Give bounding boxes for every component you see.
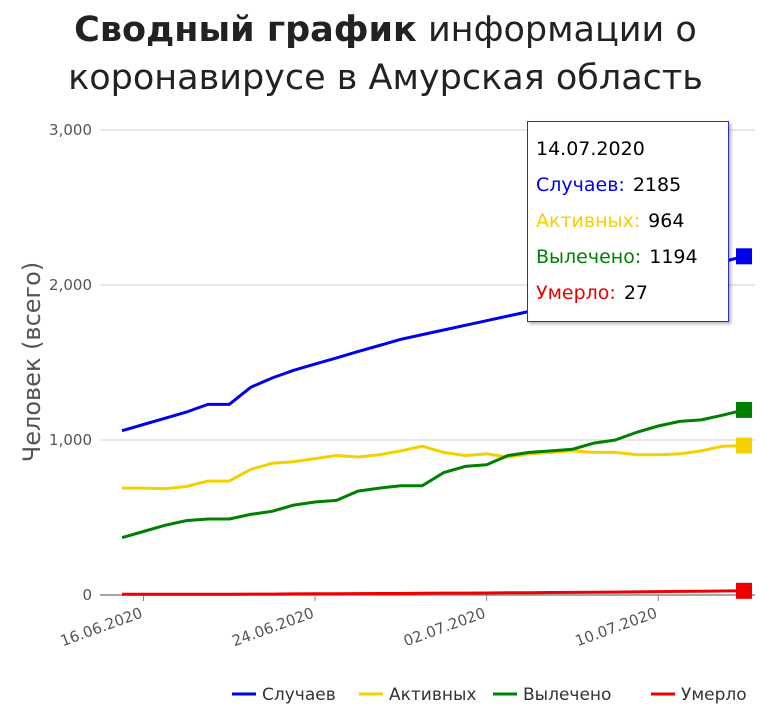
- tooltip-value-recovered: 1194: [649, 246, 698, 268]
- x-tick-label: 02.07.2020: [401, 604, 488, 650]
- tooltip-label-deaths: Умерло:: [536, 282, 616, 304]
- tooltip-row-deaths: Умерло: 27: [536, 282, 648, 304]
- tooltip-value-deaths: 27: [623, 282, 649, 304]
- series-line-3: [122, 589, 745, 596]
- series-end-marker-1: [736, 437, 752, 454]
- series-line-2: [121, 408, 745, 540]
- tooltip-label-recovered: Вылечено:: [536, 246, 642, 268]
- series-line-1: [122, 444, 745, 491]
- series-end-marker-0: [736, 248, 752, 265]
- tooltip-value-active: 964: [648, 210, 685, 232]
- y-tick-label: 1,000: [49, 431, 92, 449]
- y-axis-label: Человек (всего): [18, 262, 46, 462]
- x-tick-label: 24.06.2020: [230, 604, 317, 650]
- y-tick-label: 3,000: [49, 121, 92, 139]
- y-tick-label: 2,000: [49, 276, 92, 294]
- tooltip-date: 14.07.2020: [536, 138, 645, 160]
- legend-label-3: Умерло: [681, 685, 747, 705]
- x-tick-label: 16.06.2020: [58, 604, 145, 650]
- tooltip-row-cases: Случаев: 2185: [536, 174, 681, 196]
- data-tooltip: 14.07.2020 Случаев: 2185 Активных: 964 Выл…: [527, 121, 729, 322]
- tooltip-row-recovered: Вылечено: 1194: [536, 246, 698, 268]
- chart-title: Сводный график информации о коронавирусе…: [0, 6, 771, 102]
- tooltip-value-cases: 2185: [632, 174, 682, 196]
- x-tick-label: 10.07.2020: [573, 604, 660, 650]
- chart-title-rest: информации о коронавирусе в Амурская обл…: [68, 10, 703, 98]
- tooltip-label-active: Активных:: [536, 210, 641, 232]
- series-end-marker-2: [736, 401, 752, 418]
- series-end-marker-3: [736, 582, 752, 599]
- chart-title-bold: Сводный график: [74, 10, 417, 50]
- y-tick-label: 0: [82, 586, 92, 604]
- legend-label-1: Активных: [389, 685, 476, 705]
- legend-label-0: Случаев: [262, 685, 336, 705]
- legend-label-2: Вылечено: [523, 685, 611, 705]
- tooltip-row-active: Активных: 964: [536, 210, 684, 232]
- tooltip-label-cases: Случаев:: [536, 174, 625, 196]
